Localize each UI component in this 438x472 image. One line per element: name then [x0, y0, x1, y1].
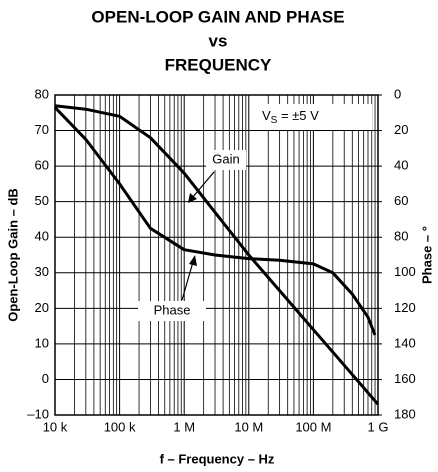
y2-tick-label: 160: [394, 371, 416, 386]
chart-title: FREQUENCY: [165, 55, 272, 74]
y2-tick-label: 100: [394, 264, 416, 279]
plot-frame: [54, 94, 379, 416]
x-tick-label: 1 M: [173, 419, 195, 434]
x-tick-label: 100 M: [295, 419, 331, 434]
y-tick-label: 20: [35, 300, 49, 315]
y2-tick-label: 0: [394, 86, 401, 101]
y-tick-label: –10: [27, 406, 49, 421]
y-tick-label: 10: [35, 335, 49, 350]
y2-tick-label: 80: [394, 229, 408, 244]
x-tick-label: 10 M: [234, 419, 263, 434]
annotation: Gain: [212, 151, 239, 166]
annotation-part: V: [262, 108, 271, 123]
arrow-head: [188, 193, 197, 203]
y-tick-label: 50: [35, 193, 49, 208]
chart-title: vs: [209, 31, 228, 50]
arrow: [191, 171, 215, 199]
annotation-part: S: [271, 115, 278, 126]
y-tick-label: 30: [35, 264, 49, 279]
y-tick-label: 40: [35, 229, 49, 244]
y-tick-label: 80: [35, 86, 49, 101]
series-line: [53, 106, 377, 336]
annotation: VS = ±5 V: [262, 108, 319, 125]
annotation-box: [256, 104, 372, 130]
y2-tick-label: 120: [394, 300, 416, 315]
arrow: [181, 261, 194, 301]
x-tick-label: 10 k: [43, 419, 68, 434]
annotation-part: = ±5 V: [277, 108, 319, 123]
y2-tick-label: 20: [394, 122, 408, 137]
annotation: Phase: [154, 302, 191, 317]
y-tick-label: 70: [35, 122, 49, 137]
y2-axis-label: Phase – °: [419, 226, 434, 284]
y2-tick-label: 140: [394, 335, 416, 350]
y-axis-label: Open-Loop Gain – dB: [5, 188, 20, 322]
x-axis-label: f – Frequency – Hz: [160, 451, 275, 466]
x-tick-label: 1 G: [368, 419, 389, 434]
arrow-head: [189, 255, 197, 266]
y2-tick-label: 60: [394, 193, 408, 208]
annotation-box: [138, 301, 206, 321]
chart-title: OPEN-LOOP GAIN AND PHASE: [91, 7, 344, 26]
x-tick-label: 100 k: [104, 419, 136, 434]
y2-tick-label: 180: [394, 406, 416, 421]
annotation-box: [206, 150, 246, 170]
series-line: [54, 104, 380, 406]
y-tick-label: 0: [42, 371, 49, 386]
y-tick-label: 60: [35, 158, 49, 173]
y2-tick-label: 40: [394, 158, 408, 173]
